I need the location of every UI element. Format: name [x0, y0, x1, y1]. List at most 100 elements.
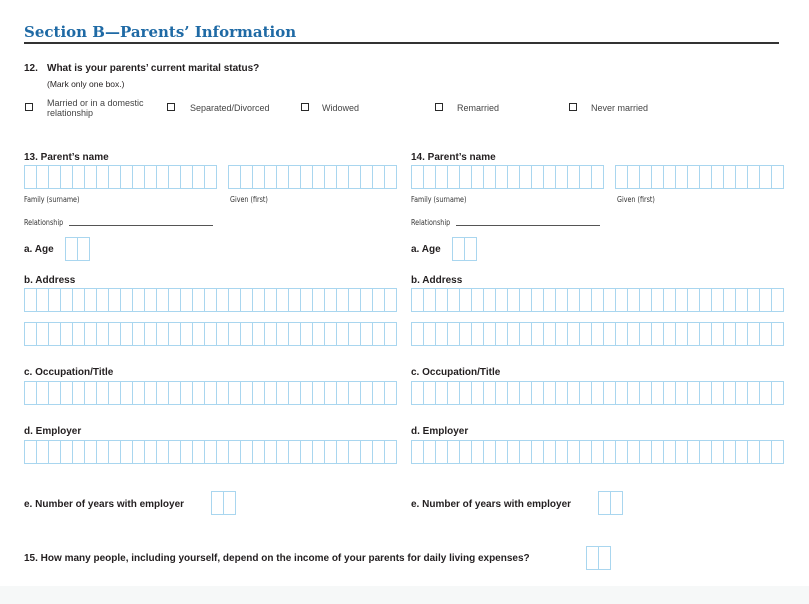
char-cell[interactable] [349, 289, 361, 311]
char-cell[interactable] [453, 238, 465, 260]
char-cell[interactable] [265, 289, 277, 311]
char-cell[interactable] [385, 382, 396, 404]
char-cell[interactable] [520, 441, 532, 463]
char-cell[interactable] [628, 382, 640, 404]
char-cell[interactable] [676, 166, 688, 188]
char-cell[interactable] [712, 166, 724, 188]
char-cell[interactable] [181, 441, 193, 463]
char-cell[interactable] [611, 492, 622, 514]
char-cell[interactable] [580, 166, 592, 188]
char-cell[interactable] [25, 166, 37, 188]
char-cell[interactable] [496, 166, 508, 188]
char-cell[interactable] [724, 323, 736, 345]
char-cell[interactable] [484, 289, 496, 311]
char-cell[interactable] [556, 441, 568, 463]
char-cell[interactable] [205, 441, 217, 463]
char-cell[interactable] [640, 441, 652, 463]
char-cell[interactable] [241, 166, 253, 188]
checkbox-separated[interactable] [167, 103, 175, 111]
char-cell[interactable] [712, 441, 724, 463]
char-cell[interactable] [373, 289, 385, 311]
char-cell[interactable] [145, 382, 157, 404]
char-cell[interactable] [472, 382, 484, 404]
checkbox-widowed[interactable] [301, 103, 309, 111]
char-cell[interactable] [688, 382, 700, 404]
char-cell[interactable] [760, 382, 772, 404]
char-cell[interactable] [49, 289, 61, 311]
char-cell[interactable] [193, 382, 205, 404]
char-cell[interactable] [265, 166, 277, 188]
char-cell[interactable] [337, 382, 349, 404]
char-cell[interactable] [448, 382, 460, 404]
char-cell[interactable] [145, 323, 157, 345]
char-cell[interactable] [109, 323, 121, 345]
char-cell[interactable] [157, 289, 169, 311]
char-cell[interactable] [385, 166, 396, 188]
char-cell[interactable] [568, 441, 580, 463]
char-cell[interactable] [424, 323, 436, 345]
char-cell[interactable] [616, 323, 628, 345]
char-cell[interactable] [599, 547, 610, 569]
char-cell[interactable] [85, 289, 97, 311]
char-cell[interactable] [277, 323, 289, 345]
char-cell[interactable] [688, 441, 700, 463]
char-cell[interactable] [484, 166, 496, 188]
char-cell[interactable] [73, 441, 85, 463]
char-cell[interactable] [544, 289, 556, 311]
char-cell[interactable] [568, 323, 580, 345]
char-cell[interactable] [205, 382, 217, 404]
char-cell[interactable] [652, 382, 664, 404]
occupation-input[interactable] [411, 381, 784, 405]
char-cell[interactable] [664, 166, 676, 188]
char-cell[interactable] [85, 441, 97, 463]
char-cell[interactable] [592, 382, 604, 404]
checkbox-married[interactable] [25, 103, 33, 111]
char-cell[interactable] [224, 492, 235, 514]
char-cell[interactable] [772, 382, 783, 404]
char-cell[interactable] [325, 166, 337, 188]
char-cell[interactable] [532, 441, 544, 463]
address-line1-input[interactable] [24, 288, 397, 312]
char-cell[interactable] [484, 441, 496, 463]
char-cell[interactable] [460, 382, 472, 404]
char-cell[interactable] [121, 289, 133, 311]
char-cell[interactable] [748, 382, 760, 404]
char-cell[interactable] [145, 166, 157, 188]
checkbox-remarried[interactable] [435, 103, 443, 111]
char-cell[interactable] [412, 323, 424, 345]
char-cell[interactable] [85, 382, 97, 404]
char-cell[interactable] [61, 382, 73, 404]
char-cell[interactable] [169, 289, 181, 311]
char-cell[interactable] [229, 166, 241, 188]
char-cell[interactable] [736, 323, 748, 345]
char-cell[interactable] [592, 289, 604, 311]
char-cell[interactable] [628, 166, 640, 188]
char-cell[interactable] [361, 289, 373, 311]
char-cell[interactable] [205, 323, 217, 345]
char-cell[interactable] [181, 323, 193, 345]
char-cell[interactable] [133, 289, 145, 311]
char-cell[interactable] [412, 289, 424, 311]
checkbox-never-married[interactable] [569, 103, 577, 111]
char-cell[interactable] [448, 289, 460, 311]
char-cell[interactable] [361, 166, 373, 188]
char-cell[interactable] [217, 323, 229, 345]
char-cell[interactable] [157, 382, 169, 404]
char-cell[interactable] [37, 166, 49, 188]
char-cell[interactable] [532, 289, 544, 311]
char-cell[interactable] [217, 441, 229, 463]
char-cell[interactable] [301, 441, 313, 463]
char-cell[interactable] [604, 382, 616, 404]
char-cell[interactable] [580, 289, 592, 311]
char-cell[interactable] [193, 323, 205, 345]
relationship-input[interactable] [456, 225, 600, 226]
char-cell[interactable] [73, 382, 85, 404]
char-cell[interactable] [289, 382, 301, 404]
employer-input[interactable] [411, 440, 784, 464]
char-cell[interactable] [568, 382, 580, 404]
char-cell[interactable] [556, 323, 568, 345]
char-cell[interactable] [73, 289, 85, 311]
char-cell[interactable] [205, 166, 216, 188]
char-cell[interactable] [313, 441, 325, 463]
char-cell[interactable] [61, 441, 73, 463]
